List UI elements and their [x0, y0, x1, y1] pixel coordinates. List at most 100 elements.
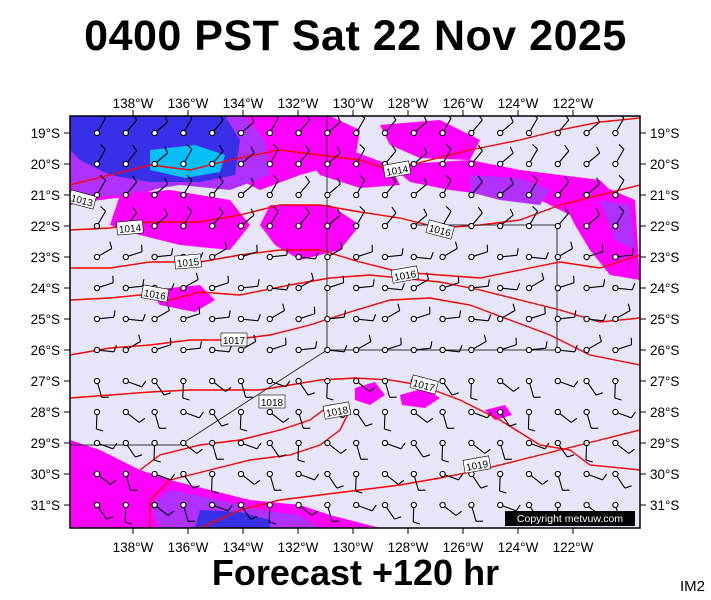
- wind-barb: [209, 408, 229, 427]
- wind-barb: [353, 408, 373, 427]
- wind-barb: [266, 501, 277, 525]
- wind-barb: [381, 206, 397, 230]
- wind-barb: [93, 345, 117, 354]
- wind-barb: [410, 306, 431, 323]
- wind-barb: [381, 470, 405, 485]
- wind-barb: [468, 408, 492, 419]
- wind-barb: [410, 116, 428, 137]
- wind-barb: [209, 116, 224, 137]
- wind-barb: [612, 470, 632, 489]
- wind-barb: [237, 177, 255, 199]
- wind-barb: [353, 244, 373, 261]
- wind-barb: [439, 116, 452, 137]
- wind-barb: [381, 377, 397, 398]
- wind-barb: [180, 272, 199, 292]
- wind-barb: [151, 470, 176, 481]
- lon-label: 124°W: [498, 96, 539, 111]
- wind-barb: [122, 501, 133, 525]
- isobar-label: 1015: [174, 253, 202, 270]
- wind-barb: [324, 470, 344, 489]
- wind-barb: [295, 439, 305, 463]
- right-latitude-axis: 19°S 20°S 21°S 22°S 23°S 24°S 25°S 26°S …: [650, 126, 679, 513]
- wind-barb: [122, 314, 146, 323]
- wind-barb: [410, 272, 430, 292]
- wind-barb: [468, 116, 483, 137]
- wind-barb: [209, 501, 233, 512]
- wind-barb: [583, 177, 601, 199]
- wind-barb: [93, 377, 109, 398]
- wind-barb: [209, 241, 228, 261]
- wind-barb: [266, 408, 290, 423]
- wind-barb: [93, 174, 106, 199]
- lon-label: 136°W: [168, 540, 209, 555]
- wind-barb: [497, 408, 517, 427]
- wind-barb: [209, 470, 219, 494]
- wind-barb: [93, 143, 106, 168]
- wind-barb: [554, 439, 575, 458]
- wind-barb: [525, 306, 546, 323]
- wind-barb: [151, 501, 174, 516]
- wind-barb: [612, 408, 636, 419]
- lat-label: 30°S: [650, 467, 679, 482]
- wind-barb: [122, 175, 138, 199]
- svg-text:1017: 1017: [223, 336, 246, 347]
- svg-text:1019: 1019: [465, 459, 489, 474]
- lat-label: 25°S: [650, 312, 679, 327]
- wind-barb: [180, 377, 190, 401]
- wind-barb: [151, 248, 174, 261]
- wind-barb: [237, 208, 255, 230]
- svg-text:1018: 1018: [261, 398, 284, 409]
- wind-barb: [266, 116, 279, 137]
- isobar-layer: [70, 117, 640, 528]
- wind-barb: [151, 177, 169, 199]
- wind-barb: [122, 116, 138, 137]
- wind-barb: [612, 116, 625, 137]
- lat-label: 23°S: [31, 250, 60, 265]
- wind-barb: [381, 408, 392, 432]
- wind-barb: [353, 439, 368, 460]
- lon-label: 126°W: [443, 540, 484, 555]
- wind-barb: [583, 279, 606, 292]
- wind-barb: [122, 244, 143, 261]
- wind-barb: [525, 272, 545, 292]
- svg-text:1016: 1016: [143, 288, 167, 303]
- wind-barb: [324, 345, 348, 354]
- wind-barb: [93, 470, 117, 485]
- lon-label: 122°W: [553, 96, 594, 111]
- wind-barb: [122, 377, 147, 388]
- wind-barb: [324, 377, 334, 401]
- wind-barb: [410, 439, 431, 458]
- wind-barb: [554, 144, 570, 168]
- lat-label: 24°S: [650, 281, 679, 296]
- wind-barb: [468, 279, 490, 292]
- wind-barb: [237, 377, 253, 398]
- lon-label: 138°W: [113, 96, 154, 111]
- wind-barb: [266, 303, 286, 323]
- wind-barb: [180, 143, 193, 168]
- lon-label: 126°W: [443, 96, 484, 111]
- wind-barb: [353, 116, 366, 137]
- wind-barb: [151, 116, 169, 137]
- wind-barb: [237, 116, 255, 137]
- wind-barb: [237, 408, 248, 432]
- wind-barb: [151, 146, 169, 168]
- wind-barb: [295, 408, 311, 429]
- wind-barb: [295, 470, 320, 481]
- wind-barb: [381, 501, 402, 520]
- copyright-text: Copyright metvuw.com: [517, 513, 623, 525]
- wind-barb: [497, 177, 514, 199]
- lat-label: 26°S: [31, 343, 60, 358]
- wind-barb: [381, 337, 402, 354]
- wind-barb: [180, 501, 196, 522]
- wind-barb: [209, 275, 229, 292]
- wind-barb: [353, 501, 377, 512]
- wind-barb: [151, 377, 171, 396]
- wind-barb: [410, 177, 428, 199]
- lat-label: 24°S: [31, 281, 60, 296]
- wind-barb: [554, 206, 570, 230]
- wind-barb: [295, 306, 316, 323]
- wind-barb: [381, 303, 401, 323]
- wind-barb: [468, 439, 491, 454]
- wind-barb: [525, 341, 548, 354]
